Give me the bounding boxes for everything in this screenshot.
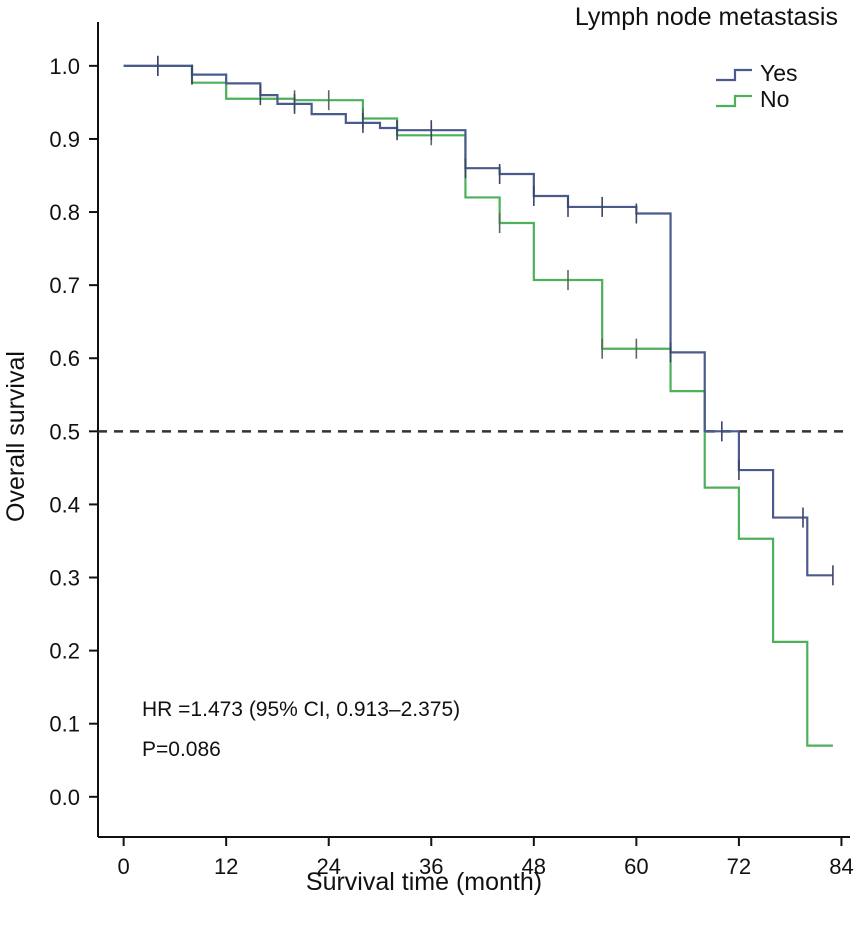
y-tick-label: 0.1 (49, 712, 80, 737)
x-tick-label: 24 (316, 854, 340, 879)
y-tick-label: 0.9 (49, 127, 80, 152)
y-tick-label: 0.3 (49, 566, 80, 591)
p-value-annotation: P=0.086 (142, 738, 221, 761)
x-tick-label: 84 (829, 854, 853, 879)
legend-title: Lymph node metastasis (575, 3, 838, 31)
series-line-yes (123, 64, 833, 577)
y-tick-label: 0.5 (49, 419, 80, 444)
x-tick-label: 48 (522, 854, 546, 879)
y-tick-label: 0.2 (49, 639, 80, 664)
y-tick-label: 0.0 (49, 785, 80, 810)
legend-swatch-yes (716, 68, 752, 82)
legend-label-yes: Yes (760, 60, 798, 86)
legend-label-no: No (760, 86, 789, 112)
x-tick-label: 12 (214, 854, 238, 879)
axes: 0.0 0.1 0.2 0.3 0.4 0.5 0.6 0.7 0.8 0.9 1.0 0 12 24 36… (2, 22, 854, 896)
y-tick-label: 0.6 (49, 346, 80, 371)
y-tick-label: 0.7 (49, 273, 80, 298)
y-tick-label: 1.0 (49, 54, 80, 79)
x-tick-label: 60 (624, 854, 648, 879)
x-axis-title: Survival time (month) (306, 868, 542, 896)
x-tick-label: 72 (727, 854, 751, 879)
x-tick-label: 0 (118, 854, 130, 879)
y-axis-title: Overall survival (2, 351, 30, 522)
legend-swatch-no (716, 94, 752, 108)
x-tick-label: 36 (419, 854, 443, 879)
annotations: HR =1.473 (95% CI, 0.913–2.375) P=0.086 (142, 698, 460, 761)
censor-marks-layer (157, 55, 834, 586)
series-line-no (123, 64, 833, 747)
series-layer (123, 64, 833, 747)
y-tick-label: 0.4 (49, 492, 80, 517)
y-tick-label: 0.8 (49, 200, 80, 225)
hazard-ratio-annotation: HR =1.473 (95% CI, 0.913–2.375) (142, 698, 460, 721)
